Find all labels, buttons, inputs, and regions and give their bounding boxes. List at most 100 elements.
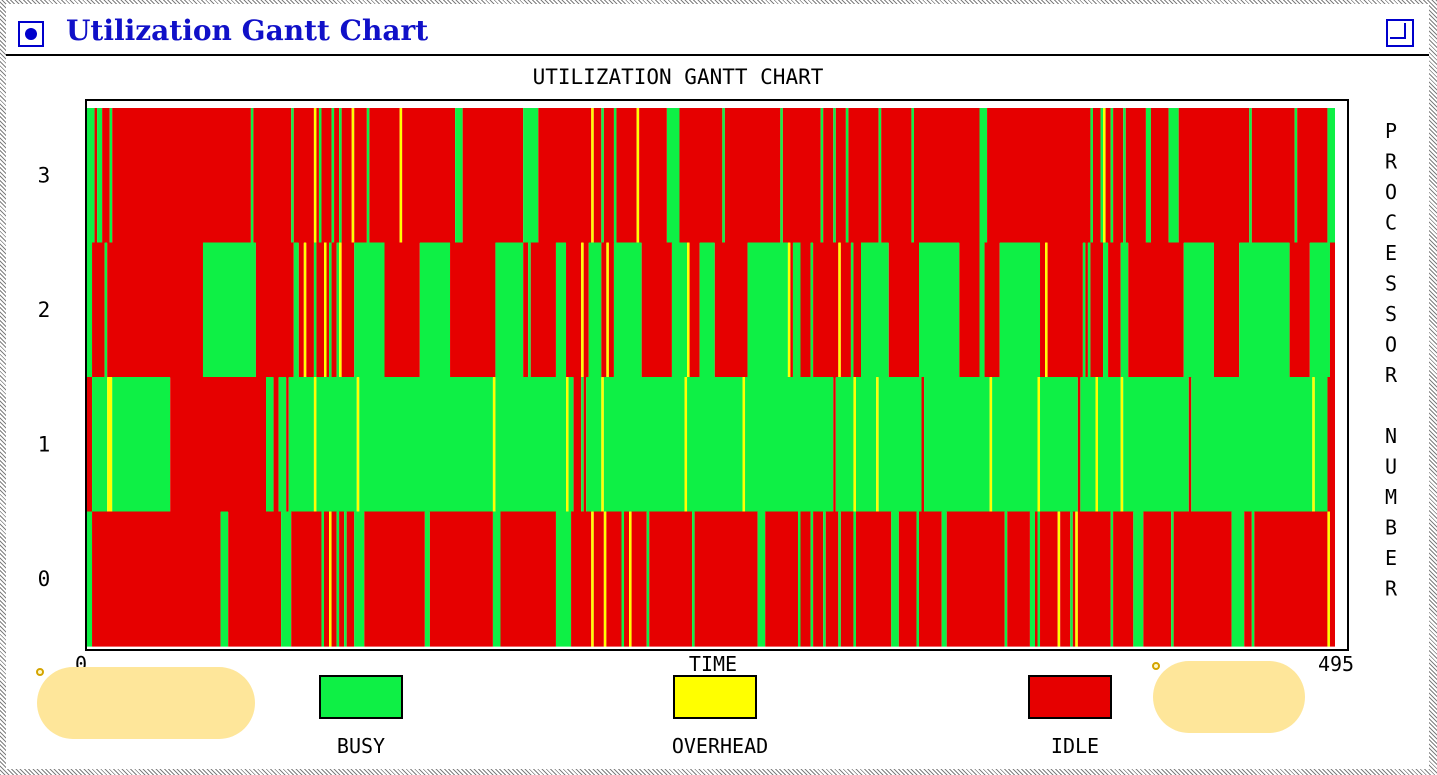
y-axis-label-char: S	[1385, 272, 1397, 296]
gantt-segment-p0	[840, 511, 854, 647]
y-tick-label-p3: 3	[38, 163, 51, 187]
gantt-bars	[87, 108, 1335, 647]
gantt-segment-p1	[835, 377, 854, 513]
close-box-icon[interactable]	[18, 21, 44, 47]
y-tick-labels: 3 2 1 0	[38, 163, 51, 591]
gantt-segment-p2	[323, 242, 327, 378]
gantt-segment-p3	[823, 108, 834, 244]
gantt-segment-p0	[346, 511, 355, 647]
gantt-segment-p3	[1251, 108, 1295, 244]
gantt-segment-p0	[1113, 511, 1134, 647]
legend-label-idle: IDLE	[1051, 734, 1099, 758]
gantt-segment-p3	[848, 108, 879, 244]
gantt-segment-p1	[1037, 377, 1041, 513]
gantt-segment-p0	[354, 511, 365, 647]
gantt-segment-p2	[336, 242, 340, 378]
gantt-segment-p2	[92, 242, 105, 378]
gantt-segment-p2	[1329, 242, 1335, 378]
gantt-segment-p1	[87, 377, 93, 513]
gantt-segment-p2	[255, 242, 294, 378]
gantt-segment-p1	[286, 377, 289, 513]
gantt-segment-p2	[1289, 242, 1310, 378]
y-axis-label-char: C	[1385, 211, 1397, 235]
gantt-segment-p2	[1085, 242, 1088, 378]
gantt-segment-p2	[850, 242, 854, 378]
gantt-segment-p1	[687, 377, 743, 513]
zoom-box-icon[interactable]	[1386, 19, 1414, 47]
gantt-segment-p3	[523, 108, 539, 244]
gantt-segment-p3	[318, 108, 322, 244]
gantt-segment-p2	[583, 242, 589, 378]
gantt-segment-p2	[800, 242, 811, 378]
gantt-segment-p3	[109, 108, 113, 244]
gantt-segment-p2	[495, 242, 524, 378]
gantt-segment-p1	[1327, 377, 1335, 513]
gantt-segment-p2	[329, 242, 332, 378]
gantt-segment-p0	[1251, 511, 1255, 647]
gantt-segment-p3	[835, 108, 846, 244]
gantt-segment-p0	[946, 511, 1005, 647]
gantt-segment-p2	[530, 242, 556, 378]
gantt-segment-p1	[1188, 377, 1192, 513]
gantt-segment-p1	[684, 377, 688, 513]
gantt-segment-p3	[102, 108, 110, 244]
gantt-segment-p0	[1077, 511, 1111, 647]
gantt-segment-p0	[1060, 511, 1071, 647]
plot-frame	[85, 99, 1349, 651]
gantt-segment-p1	[603, 377, 685, 513]
title-bar[interactable]: Utilization Gantt Chart	[6, 4, 1429, 56]
gantt-segment-p3	[316, 108, 319, 244]
gantt-segment-p2	[1108, 242, 1121, 378]
gantt-segment-p3	[1113, 108, 1124, 244]
gantt-segment-p0	[1040, 511, 1058, 647]
gantt-segment-p2	[306, 242, 314, 378]
gantt-segment-p0	[336, 511, 340, 647]
gantt-segment-p2	[641, 242, 672, 378]
gantt-segment-p2	[298, 242, 304, 378]
gantt-segment-p1	[1120, 377, 1124, 513]
gantt-segment-p0	[631, 511, 647, 647]
gantt-segment-p3	[97, 108, 103, 244]
gantt-segment-p0	[694, 511, 758, 647]
gantt-segment-p2	[339, 242, 342, 378]
gantt-segment-p2	[613, 242, 642, 378]
gantt-segment-p3	[1249, 108, 1252, 244]
gantt-segment-p3	[833, 108, 836, 244]
gantt-segment-p1	[992, 377, 1038, 513]
gantt-segment-p1	[92, 377, 108, 513]
gantt-segment-p2	[354, 242, 385, 378]
gantt-segment-p1	[266, 377, 274, 513]
gantt-segment-p2	[1045, 242, 1048, 378]
highlight-blob-left	[37, 667, 255, 739]
gantt-segment-p2	[714, 242, 748, 378]
gantt-segment-p2	[792, 242, 801, 378]
gantt-segment-p3	[399, 108, 403, 244]
gantt-segment-p0	[603, 511, 607, 647]
gantt-segment-p1	[853, 377, 856, 513]
gantt-segment-p3	[782, 108, 821, 244]
gantt-segment-p0	[339, 511, 345, 647]
gantt-segment-p2	[687, 242, 690, 378]
gantt-segment-p0	[329, 511, 332, 647]
gantt-segment-p2	[979, 242, 985, 378]
gantt-segment-p2	[747, 242, 788, 378]
gantt-segment-p0	[891, 511, 899, 647]
x-tick-label-max: 495	[1318, 652, 1354, 676]
gantt-segment-p2	[984, 242, 1000, 378]
gantt-segment-p0	[500, 511, 556, 647]
gantt-segment-p1	[876, 377, 879, 513]
gantt-segment-p2	[107, 242, 203, 378]
gantt-segment-p3	[321, 108, 332, 244]
gantt-segment-p2	[419, 242, 451, 378]
gantt-segment-p1	[1077, 377, 1081, 513]
gantt-segment-p1	[1191, 377, 1313, 513]
gantt-segment-p0	[1057, 511, 1061, 647]
gantt-segment-p1	[313, 377, 317, 513]
gantt-segment-p0	[898, 511, 917, 647]
gantt-segment-p2	[1239, 242, 1290, 378]
legend-swatch-overhead	[673, 675, 757, 719]
y-axis-label-char: U	[1385, 455, 1397, 479]
gantt-segment-p0	[646, 511, 650, 647]
gantt-segment-p2	[959, 242, 980, 378]
